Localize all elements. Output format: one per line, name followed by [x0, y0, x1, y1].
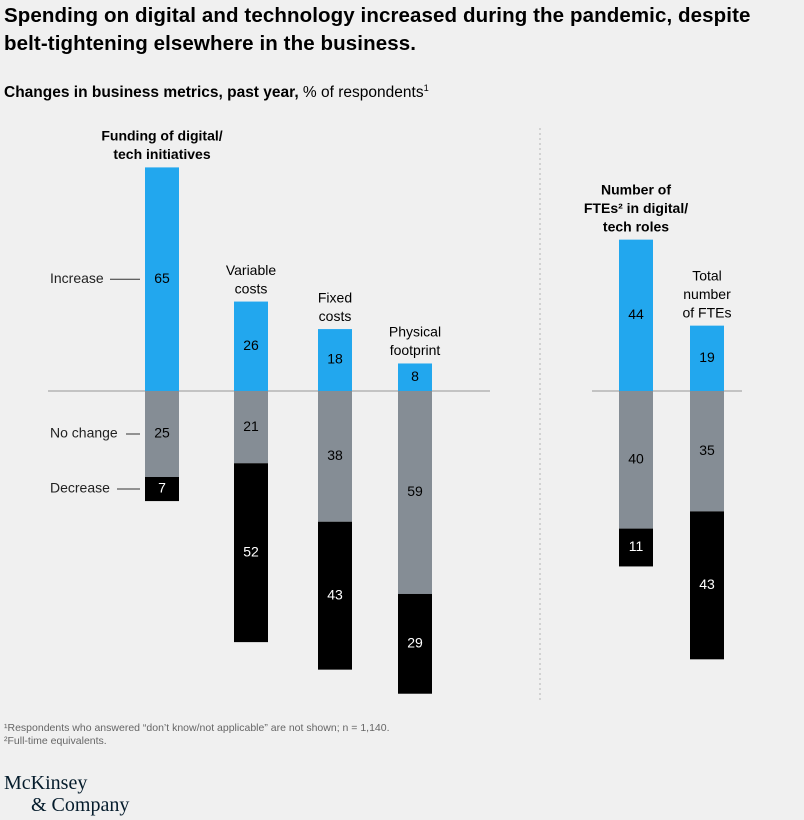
- bar-decrease: [318, 521, 352, 670]
- bar-decrease: [690, 511, 724, 660]
- value-label-decrease: 43: [327, 586, 343, 602]
- bar-no-change: [145, 391, 179, 477]
- bar-category-label: of FTEs: [682, 304, 731, 320]
- row-label-increase: Increase: [50, 270, 104, 286]
- value-label-no-change: 35: [699, 442, 715, 458]
- bar-category-label: costs: [319, 308, 352, 324]
- bar-category-label: FTEs² in digital/: [584, 200, 688, 216]
- bar-category-label: costs: [235, 280, 268, 296]
- bar-category-label: Total: [692, 267, 722, 283]
- value-label-decrease: 11: [629, 538, 644, 554]
- bar-decrease: [234, 463, 268, 643]
- value-label-no-change: 21: [243, 418, 259, 434]
- value-label-decrease: 7: [158, 480, 166, 496]
- value-label-increase: 26: [243, 337, 259, 353]
- bar-category-label: tech roles: [603, 218, 669, 234]
- bar-increase: [145, 167, 179, 391]
- value-label-no-change: 40: [628, 451, 644, 467]
- bar-decrease: [619, 528, 653, 567]
- bar-category-label: Physical: [389, 324, 441, 340]
- stacked-bar-chart: 65 25 7 Funding of digital/tech initiatives…: [48, 128, 742, 702]
- subtitle-unit: % of respondents: [298, 84, 424, 102]
- bar-increase: [234, 301, 268, 391]
- chart-title: Spending on digital and technology incre…: [4, 4, 751, 55]
- value-label-increase: 44: [628, 306, 644, 322]
- chart-subtitle: Changes in business metrics, past year, …: [4, 78, 429, 103]
- bar-category-label: footprint: [390, 342, 441, 358]
- logo-line-1: McKinsey: [4, 772, 88, 794]
- bar-category-label: Number of: [601, 181, 671, 197]
- value-label-decrease: 43: [699, 576, 715, 592]
- bar-decrease: [145, 477, 179, 502]
- bar-decrease: [398, 593, 432, 694]
- value-label-increase: 8: [411, 368, 419, 384]
- logo-line-2: & Company: [31, 794, 130, 816]
- value-label-increase: 65: [154, 270, 170, 286]
- value-label-increase: 19: [699, 349, 715, 365]
- bar-no-change: [234, 391, 268, 464]
- mckinsey-logo: McKinsey & Company: [4, 772, 129, 816]
- value-label-no-change: 38: [327, 447, 343, 463]
- footnote-1: ¹Respondents who answered “don’t know/no…: [4, 722, 390, 734]
- row-label-no-change: No change: [50, 425, 118, 441]
- bar-increase: [619, 239, 653, 391]
- bar-increase: [690, 325, 724, 391]
- bar-category-label: tech initiatives: [113, 146, 210, 162]
- value-label-no-change: 59: [407, 483, 423, 499]
- bar-category-label: Variable: [226, 262, 277, 278]
- bar-increase: [318, 329, 352, 391]
- value-label-no-change: 25: [154, 425, 170, 441]
- footnote-2: ²Full-time equivalents.: [4, 735, 107, 747]
- bar-category-label: number: [683, 286, 731, 302]
- bar-no-change: [318, 391, 352, 522]
- row-label-decrease: Decrease: [50, 480, 110, 496]
- bar-no-change: [690, 391, 724, 512]
- bar-no-change: [398, 391, 432, 594]
- subtitle-footnote-mark: 1: [423, 83, 429, 93]
- value-label-increase: 18: [327, 351, 343, 367]
- subtitle-bold: Changes in business metrics, past year,: [4, 84, 299, 102]
- value-label-decrease: 29: [407, 635, 423, 651]
- value-label-decrease: 52: [243, 543, 259, 559]
- bar-no-change: [619, 391, 653, 529]
- bar-category-label: Fixed: [318, 289, 352, 305]
- bar-category-label: Funding of digital/: [101, 128, 222, 144]
- bar-increase: [398, 363, 432, 391]
